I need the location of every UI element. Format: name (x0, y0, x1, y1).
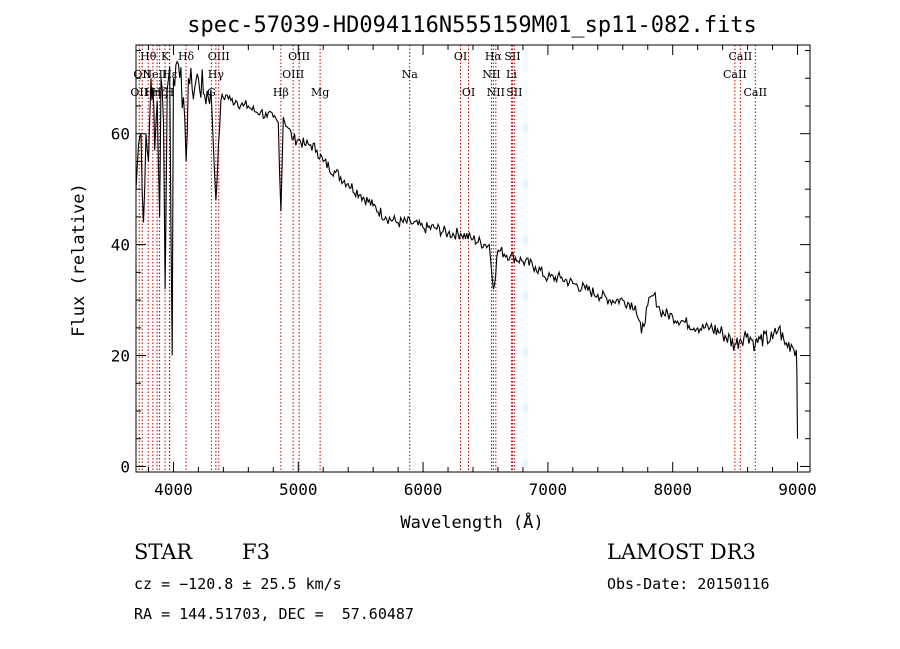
spectrum-series-line (135, 60, 799, 439)
line-label-14: OIII (282, 68, 304, 81)
line-label-0: OII (130, 86, 148, 99)
line-label-16: Mg (311, 86, 329, 99)
y-tick-label-1: 20 (111, 347, 130, 366)
spectral-line-labels: OIIOIIHθHηNeIIIHζKHHεHδGHγOIIIHβOIIIOIII… (130, 50, 767, 99)
y-axis-label: Flux (relative) (69, 183, 89, 337)
line-label-25: SII (506, 86, 522, 99)
y-tick-label-3: 60 (111, 125, 130, 144)
line-label-4: NeIII (143, 68, 172, 81)
line-label-17: Na (402, 68, 419, 81)
line-label-6: K (161, 50, 170, 63)
line-label-20: NII (482, 68, 500, 81)
line-label-1: OII (133, 68, 151, 81)
line-label-5: Hζ (152, 86, 168, 99)
line-label-23: Li (506, 68, 517, 81)
observation-date: Obs-Date: 20150116 (607, 575, 770, 593)
object-class: STAR (134, 540, 193, 564)
x-axis-ticks: 4000 5000 6000 7000 8000 9000 (147, 45, 817, 499)
line-label-27: CaII (729, 50, 753, 63)
chart-title: spec-57039-HD094116N555159M01_sp11-082.f… (187, 13, 757, 38)
x-tick-label-2: 6000 (404, 480, 443, 499)
object-subclass: F3 (242, 540, 270, 564)
line-label-9: Hδ (178, 50, 195, 63)
line-label-24: SII (504, 50, 520, 63)
line-label-19: OI (462, 86, 475, 99)
y-tick-label-0: 0 (120, 457, 130, 476)
line-label-18: OI (454, 50, 467, 63)
x-tick-label-0: 4000 (154, 480, 193, 499)
line-label-28: CaII (743, 86, 767, 99)
ra-dec-coordinates: RA = 144.51703, DEC = 57.60487 (134, 605, 414, 623)
x-tick-label-4: 8000 (653, 480, 692, 499)
line-label-13: Hβ (273, 86, 289, 99)
line-label-15: OIII (288, 50, 310, 63)
y-tick-label-2: 40 (111, 236, 130, 255)
line-label-2: Hθ (140, 50, 157, 63)
spectral-line-markers (138, 45, 756, 472)
x-tick-label-1: 5000 (279, 480, 318, 499)
y-axis-ticks: 0 20 40 60 (111, 50, 810, 476)
x-axis-label: Wavelength (Å) (400, 511, 543, 533)
line-label-12: OIII (208, 50, 230, 63)
x-tick-label-5: 9000 (778, 480, 817, 499)
redshift-cz: cz = −120.8 ± 25.5 km/s (134, 575, 342, 593)
line-label-26: CaII (723, 68, 747, 81)
survey-name: LAMOST DR3 (607, 540, 756, 564)
x-tick-label-3: 7000 (529, 480, 568, 499)
line-label-22: NII (487, 86, 505, 99)
line-label-11: Hγ (208, 68, 225, 81)
line-label-21: Hα (485, 50, 503, 63)
plot-frame (135, 44, 811, 473)
